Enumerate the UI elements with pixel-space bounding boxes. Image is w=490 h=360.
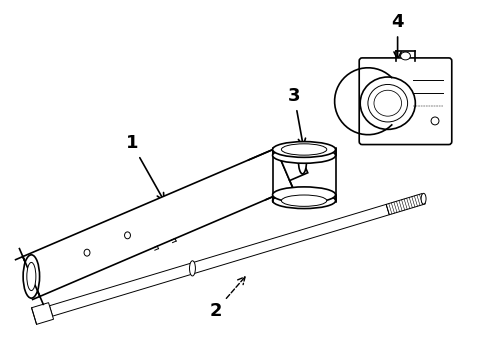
Ellipse shape <box>272 148 336 163</box>
Ellipse shape <box>360 77 416 129</box>
Ellipse shape <box>272 187 336 203</box>
Text: 1: 1 <box>125 135 164 201</box>
Polygon shape <box>386 194 425 215</box>
Ellipse shape <box>281 195 327 206</box>
Text: 3: 3 <box>288 87 305 146</box>
Polygon shape <box>279 148 308 180</box>
Ellipse shape <box>27 262 36 291</box>
Polygon shape <box>49 204 390 316</box>
Text: 4: 4 <box>392 13 404 59</box>
Ellipse shape <box>272 193 336 208</box>
Ellipse shape <box>272 141 336 157</box>
FancyBboxPatch shape <box>359 58 452 145</box>
Text: 2: 2 <box>209 277 245 320</box>
Ellipse shape <box>298 147 307 174</box>
Ellipse shape <box>400 52 411 60</box>
Ellipse shape <box>281 144 327 155</box>
Ellipse shape <box>23 255 40 298</box>
Polygon shape <box>23 148 293 296</box>
Ellipse shape <box>190 261 196 276</box>
Polygon shape <box>31 303 53 324</box>
Ellipse shape <box>421 193 426 204</box>
